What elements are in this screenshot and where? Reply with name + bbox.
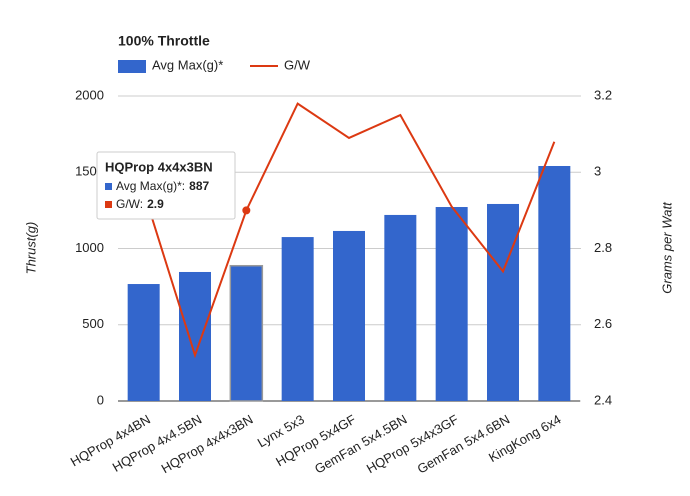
y2-tick-label: 2.6 (594, 316, 612, 331)
bar (538, 165, 571, 401)
tooltip-item: Avg Max(g)*: 887 (116, 179, 209, 193)
x-tick-label: HQProp 4x4.5BN (110, 412, 204, 475)
bar (333, 230, 365, 401)
bar (281, 237, 314, 401)
tooltip: HQProp 4x4x3BN Avg Max(g)*: 887 G/W: 2.9 (96, 151, 236, 220)
y2-tick-label: 2.4 (594, 392, 612, 407)
tooltip-box (96, 151, 236, 220)
chart-title: 100% Throttle (118, 33, 210, 49)
tooltip-label: Avg Max(g)*: (116, 179, 185, 193)
tooltip-title: HQProp 4x4x3BN (105, 159, 213, 174)
x-tick-label: GemFan 5x4.6BN (415, 412, 513, 477)
y-tick-label: 0 (97, 392, 104, 407)
bar (487, 203, 519, 401)
legend-label: G/W (284, 57, 311, 72)
y-tick-label: 500 (82, 316, 104, 331)
y2-tick-label: 2.8 (594, 240, 612, 255)
legend-label: Avg Max(g)* (152, 57, 223, 72)
y-tick-label: 1000 (75, 240, 104, 255)
legend: Avg Max(g)* G/W (118, 57, 311, 73)
legend-swatch (118, 60, 146, 73)
bar (435, 207, 468, 401)
bar (229, 264, 264, 402)
line (142, 102, 556, 359)
tooltip-item: G/W: 2.9 (116, 197, 164, 211)
bar (384, 214, 417, 401)
tooltip-value: 887 (189, 179, 209, 193)
x-tick-label: HQProp 5x4x3GF (364, 412, 461, 477)
point (242, 206, 251, 215)
bar (127, 284, 160, 401)
y-axis-label: Thrust(g) (23, 222, 38, 275)
y-tick-label: 2000 (75, 87, 104, 102)
tooltip-swatch (105, 201, 112, 208)
x-tick-label: GemFan 5x4.5BN (312, 412, 410, 477)
tooltip-swatch (105, 183, 112, 190)
tooltip-value: 2.9 (147, 197, 164, 211)
x-tick-label: HQProp 4x4x3BN (159, 412, 256, 477)
tooltip-label: G/W: (116, 197, 143, 211)
y2-tick-label: 3 (594, 164, 601, 179)
y2-axis-label: Grams per Watt (659, 201, 674, 294)
y2-tick-label: 3.2 (594, 87, 612, 102)
bar (179, 271, 211, 401)
